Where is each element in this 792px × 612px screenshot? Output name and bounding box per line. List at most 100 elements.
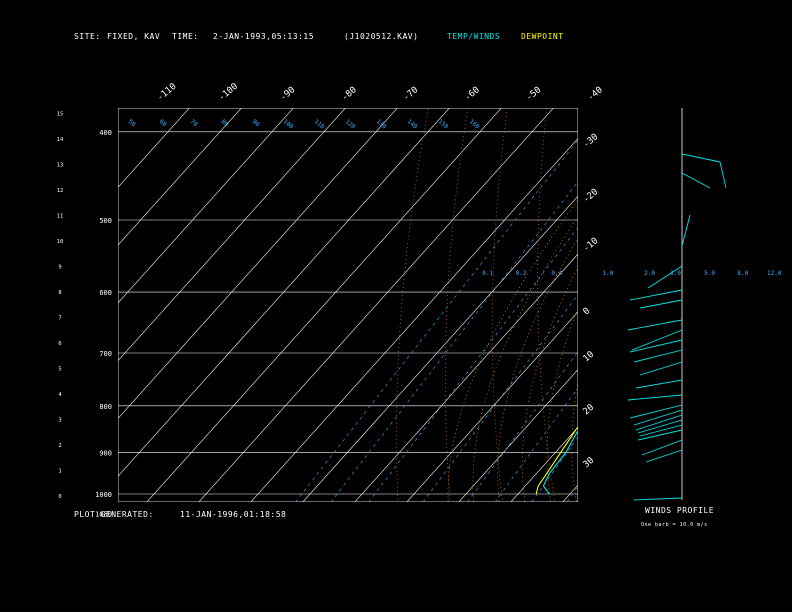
mixing-ratio-line (531, 436, 578, 502)
isotherm-right-label: 0 (582, 306, 593, 317)
isotherm-line (118, 108, 398, 419)
time-label: TIME: (172, 32, 199, 41)
wind-barb (629, 339, 683, 353)
isotherm-top-label: -100 (217, 82, 240, 104)
theta-label: 130 (375, 118, 388, 131)
dry-adiabat-line (624, 0, 739, 532)
dry-adiabat-line (396, 108, 429, 502)
moist-adiabat-line (622, 0, 792, 513)
isotherm-line (640, 0, 792, 532)
height-tick-label: 8 (58, 290, 61, 296)
theta-label: 120 (344, 118, 357, 131)
isotherm-line (118, 108, 242, 246)
mixing-ratio-label: 0.2 (516, 270, 527, 277)
mixing-ratio-line (467, 350, 578, 502)
dry-adiabat-line (704, 0, 791, 532)
site-value: FIXED, KAV (107, 32, 161, 41)
wind-barb (635, 379, 683, 389)
wind-barb (629, 404, 683, 419)
wind-barb (635, 414, 683, 431)
isotherm-line (302, 195, 578, 502)
time-value: 2-JAN-1993,05:13:15 (213, 32, 315, 41)
isotherm-line (250, 137, 578, 502)
mixing-ratio-label: 0.4 (551, 270, 562, 277)
isotherm-top-label: -60 (463, 85, 482, 103)
theta-label: 100 (282, 118, 295, 131)
dry-adiabat-line (537, 108, 556, 502)
isotherm-top-label: -110 (156, 82, 179, 104)
site-label: SITE: (74, 32, 101, 41)
isotherm-line (510, 426, 578, 502)
mixing-ratio-line (368, 226, 578, 502)
height-tick-label: 12 (57, 188, 64, 194)
isotherm-right-label: 10 (582, 350, 597, 365)
height-tick-label: 5 (58, 367, 61, 373)
mixing-ratio-label: 0.1 (482, 270, 493, 277)
height-tick-label: 9 (58, 265, 61, 271)
isotherm-line (354, 253, 578, 502)
moist-adiabat-line (472, 215, 578, 502)
wind-barb (627, 319, 683, 331)
pressure-tick-label: 600 (99, 289, 112, 297)
isotherm-right-label: -20 (582, 187, 601, 205)
mixing-ratio-label: 8.0 (737, 270, 748, 277)
theta-label: 150 (437, 118, 450, 131)
height-tick-label: 10 (57, 239, 64, 245)
wind-barb (631, 329, 683, 351)
dry-adiabat-line (581, 0, 712, 532)
mixing-ratio-label: 12.0 (767, 270, 782, 277)
isotherm-right-label: -30 (582, 132, 601, 150)
theta-label: 110 (313, 118, 326, 131)
height-tick-label: 2 (58, 443, 61, 449)
wind-barb (639, 424, 683, 437)
isotherm-right-label: 20 (582, 403, 597, 418)
height-tick-label: 3 (58, 418, 61, 424)
height-tick-label: 15 (57, 112, 64, 118)
theta-label: 60 (158, 118, 168, 128)
barb-scale-note: One barb = 10.0 m/s (641, 522, 708, 528)
wind-barb (681, 153, 721, 163)
wind-barb (641, 439, 683, 456)
isotherm-top-label: -90 (279, 85, 298, 103)
wind-barb (637, 429, 683, 441)
isotherm-line (146, 108, 502, 502)
theta-label: 70 (189, 118, 199, 128)
theta-label: 80 (220, 118, 230, 128)
isotherm-line (118, 108, 450, 477)
wind-barb (639, 299, 683, 309)
wind-barb (639, 361, 683, 376)
height-tick-label: 4 (58, 392, 62, 398)
mixing-ratio-line (422, 294, 578, 502)
mixing-ratio-line (330, 181, 578, 502)
isotherm-line (588, 0, 792, 532)
legend-temp: TEMP/WINDS (447, 32, 501, 41)
height-tick-label: 13 (57, 163, 64, 169)
theta-label: 160 (468, 118, 481, 131)
file-name: (J1020512.KAV) (344, 32, 419, 41)
wind-barb (629, 289, 683, 301)
height-tick-label: 14 (57, 137, 64, 143)
wind-barb (645, 449, 683, 463)
pressure-tick-label: 400 (99, 129, 112, 137)
mixing-ratio-label: 3.0 (670, 270, 681, 277)
legend-dewpoint: DEWPOINT (521, 32, 564, 41)
dry-adiabat-line (444, 108, 469, 502)
height-tick-label: 11 (57, 214, 64, 220)
isotherm-line (692, 0, 792, 532)
isotherm-right-label: -10 (582, 236, 601, 254)
mixing-ratio-label: 2.0 (644, 270, 655, 277)
isotherm-line (118, 108, 294, 304)
pressure-tick-label: 1000 (95, 491, 112, 499)
mixing-ratio-label: 5.0 (704, 270, 715, 277)
moist-adiabat-line (546, 307, 578, 502)
isotherm-line (198, 108, 554, 502)
moist-adiabat-line (672, 0, 792, 513)
isotherm-line (406, 311, 578, 502)
dry-adiabat-line (779, 0, 792, 532)
height-tick-label: 6 (58, 341, 61, 347)
theta-label: 90 (251, 118, 261, 128)
dry-adiabat-line (664, 0, 764, 532)
wind-barb (633, 349, 683, 363)
pressure-tick-label: 500 (99, 217, 112, 225)
isotherm-top-label: -50 (525, 85, 544, 103)
